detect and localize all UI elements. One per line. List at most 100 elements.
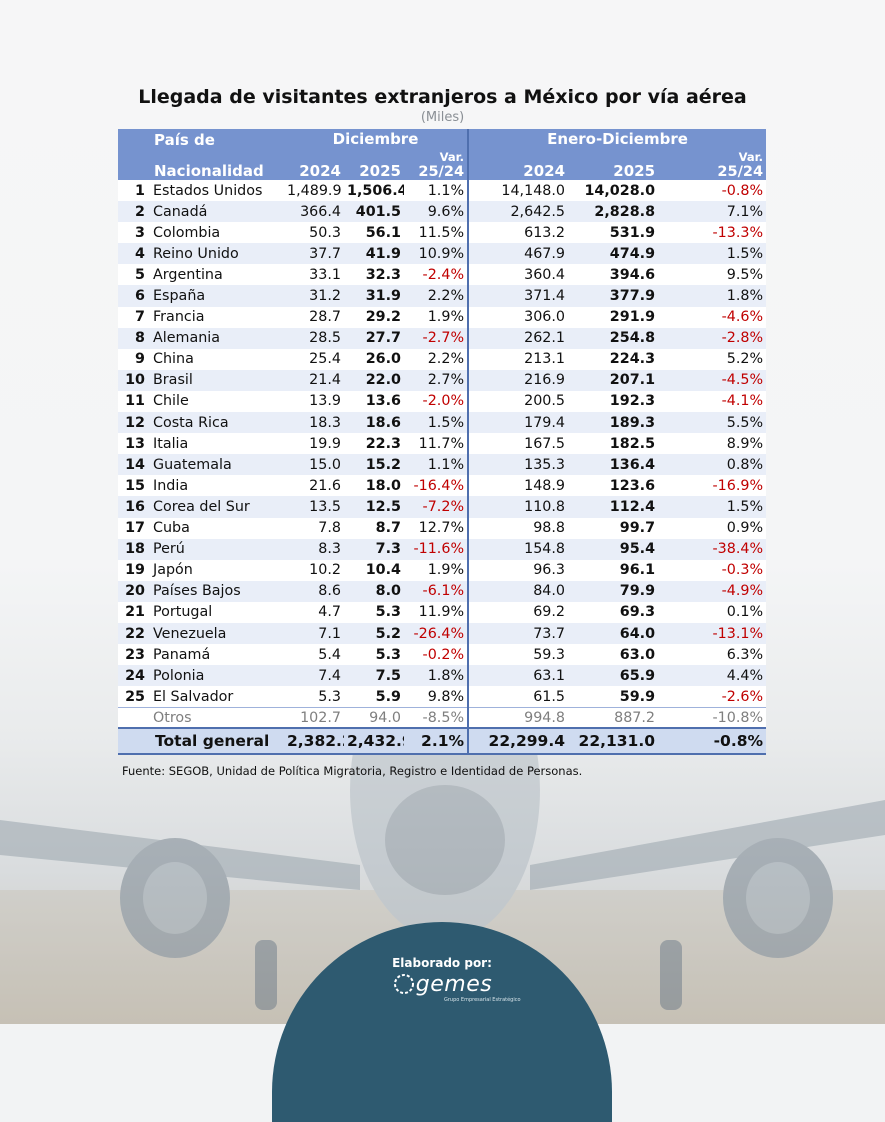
dec-2025-cell: 56.1 — [344, 222, 404, 244]
dec-2024-cell: 21.4 — [284, 369, 344, 391]
dec-var-cell: -6.1% — [404, 580, 470, 602]
yr-2025-cell: 69.3 — [568, 601, 659, 623]
yr-2024-cell: 994.8 — [468, 706, 569, 729]
rank-cell: 19 — [118, 559, 151, 581]
rank-cell: 25 — [118, 686, 151, 708]
total-yr-var: -0.8% — [658, 727, 767, 756]
yr-2024-cell: 179.4 — [468, 412, 569, 434]
yr-2024-cell: 61.5 — [468, 686, 569, 708]
table-row: 6 España 31.2 31.9 2.2% 371.4 377.9 1.8% — [118, 285, 767, 307]
dec-2024-cell: 28.5 — [284, 327, 344, 349]
table-row: 2 Canadá 366.4 401.5 9.6% 2,642.5 2,828.8 7.1% — [118, 201, 767, 223]
gemes-logo: gemes — [372, 968, 512, 1000]
header-row-columns: Nacionalidad 2024 2025 Var. 25/24 2024 20… — [118, 149, 767, 180]
dec-2025-cell: 8.0 — [344, 580, 404, 602]
yr-2024-cell: 110.8 — [468, 496, 569, 518]
country-cell: Portugal — [151, 601, 284, 623]
yr-2024-cell: 2,642.5 — [468, 201, 569, 223]
dec-2024-cell: 7.1 — [284, 622, 344, 645]
country-cell: Argentina — [151, 264, 284, 286]
rank-cell: 18 — [118, 538, 151, 560]
total-row: Total general 2,382.2 2,432.9 2.1% 22,29… — [118, 727, 767, 756]
dec-2024-cell: 366.4 — [284, 201, 344, 223]
rank-cell: 22 — [118, 622, 151, 645]
table-row: 3 Colombia 50.3 56.1 11.5% 613.2 531.9 -13.3% — [118, 222, 767, 244]
dec-var-cell: 1.8% — [404, 665, 470, 687]
dec-2025-cell: 5.3 — [344, 601, 404, 623]
dec-2024-cell: 28.7 — [284, 306, 344, 328]
yr-var-cell: -0.3% — [658, 559, 767, 581]
yr-var-cell: -2.8% — [658, 327, 767, 349]
dec-2025-header: 2025 — [344, 149, 404, 180]
yr-2025-cell: 291.9 — [568, 306, 659, 328]
page-subtitle: (Miles) — [420, 110, 465, 125]
dec-2024-cell: 7.4 — [284, 665, 344, 687]
yr-var-cell: -4.5% — [658, 369, 767, 391]
dec-2024-cell: 13.9 — [284, 390, 344, 413]
dec-2024-cell: 18.3 — [284, 412, 344, 434]
yr-2025-cell: 96.1 — [568, 559, 659, 581]
dec-var-cell: 1.1% — [404, 180, 470, 202]
otros-row: Otros 102.7 94.0 -8.5% 994.8 887.2 -10.8… — [118, 706, 767, 729]
yr-2025-cell: 2,828.8 — [568, 201, 659, 223]
rank-cell: 4 — [118, 243, 151, 265]
dec-2025-cell: 12.5 — [344, 496, 404, 518]
yr-var-cell: 5.2% — [658, 348, 767, 370]
yr-2025-cell: 14,028.0 — [568, 180, 659, 202]
dec-var-cell: -8.5% — [404, 706, 470, 729]
country-cell: Estados Unidos — [151, 180, 284, 202]
dec-2024-cell: 8.3 — [284, 538, 344, 560]
dec-2025-cell: 31.9 — [344, 285, 404, 307]
dec-var-cell: -2.0% — [404, 390, 470, 413]
yr-var-cell: 0.8% — [658, 454, 767, 476]
dec-2025-cell: 26.0 — [344, 348, 404, 370]
dec-var-cell: 1.1% — [404, 454, 470, 476]
yr-2025-cell: 65.9 — [568, 665, 659, 687]
yr-var-cell: -4.6% — [658, 306, 767, 328]
visitors-table: País de Diciembre Enero-Diciembre Nacion… — [118, 129, 767, 756]
country-cell: Italia — [151, 433, 284, 455]
yr-2024-cell: 371.4 — [468, 285, 569, 307]
dec-var-cell: 9.6% — [404, 201, 470, 223]
country-cell: Japón — [151, 559, 284, 581]
table-row: 14 Guatemala 15.0 15.2 1.1% 135.3 136.4 0.8% — [118, 454, 767, 476]
yr-var-cell: 1.5% — [658, 243, 767, 265]
yr-var-cell: -4.1% — [658, 390, 767, 413]
yr-2024-cell: 98.8 — [468, 517, 569, 539]
dec-var-cell: 12.7% — [404, 517, 470, 539]
country-cell: España — [151, 285, 284, 307]
yr-2024-cell: 200.5 — [468, 390, 569, 413]
dec-2025-cell: 401.5 — [344, 201, 404, 223]
dec-2025-cell: 27.7 — [344, 327, 404, 349]
yr-2024-cell: 306.0 — [468, 306, 569, 328]
yr-2025-cell: 207.1 — [568, 369, 659, 391]
dec-var-cell: 10.9% — [404, 243, 470, 265]
dec-var-cell: 11.7% — [404, 433, 470, 455]
dec-var-cell: -0.2% — [404, 644, 470, 666]
country-cell: Países Bajos — [151, 580, 284, 602]
dec-2025-cell: 5.9 — [344, 686, 404, 708]
dec-2025-cell: 29.2 — [344, 306, 404, 328]
dec-2025-cell: 5.3 — [344, 644, 404, 666]
yr-2025-cell: 63.0 — [568, 644, 659, 666]
yr-var-cell: 1.8% — [658, 285, 767, 307]
country-cell: Perú — [151, 538, 284, 560]
dec-2025-cell: 22.3 — [344, 433, 404, 455]
yr-2025-cell: 182.5 — [568, 433, 659, 455]
elaborated-by-label: Elaborado por: — [392, 956, 492, 970]
dec-2025-cell: 32.3 — [344, 264, 404, 286]
country-cell: Panamá — [151, 644, 284, 666]
country-cell: Brasil — [151, 369, 284, 391]
dec-2025-cell: 41.9 — [344, 243, 404, 265]
table-row: 13 Italia 19.9 22.3 11.7% 167.5 182.5 8.9% — [118, 433, 767, 455]
rank-cell: 14 — [118, 454, 151, 476]
country-header-line1: País de — [151, 129, 284, 149]
yr-var-header-l1: Var. — [738, 150, 764, 164]
page-title: Llegada de visitantes extranjeros a Méxi… — [138, 86, 747, 108]
yr-2024-header: 2024 — [468, 149, 569, 180]
yr-2024-cell: 262.1 — [468, 327, 569, 349]
gemes-logo-icon — [393, 974, 414, 994]
dec-2024-cell: 8.6 — [284, 580, 344, 602]
dec-var-cell: 2.2% — [404, 348, 470, 370]
dec-2024-cell: 102.7 — [284, 706, 344, 729]
